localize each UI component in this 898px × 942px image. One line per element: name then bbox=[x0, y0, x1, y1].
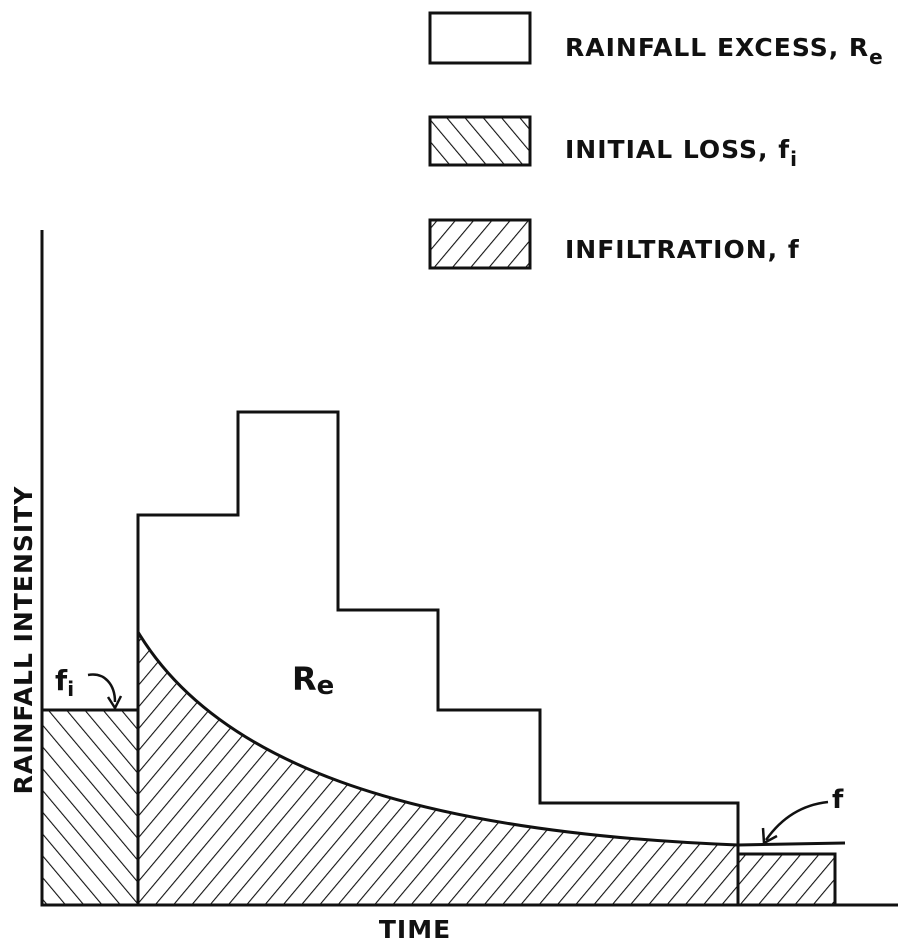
infiltration-area bbox=[136, 626, 740, 907]
legend-subscript: i bbox=[790, 147, 798, 171]
annotation-arrow bbox=[87, 673, 117, 703]
x-axis-label: TIME bbox=[379, 915, 451, 942]
y-axis-label: RAINFALL INTENSITY bbox=[9, 486, 38, 795]
initial-loss-area bbox=[40, 708, 140, 907]
rainfall-hyetograph bbox=[136, 410, 740, 905]
legend-text: INITIAL LOSS, f bbox=[565, 135, 790, 164]
legend-label: RAINFALL EXCESS, Re bbox=[565, 33, 884, 69]
legend-text: RAINFALL EXCESS, R bbox=[565, 33, 869, 62]
annotation-arrow bbox=[764, 800, 829, 841]
annotation-subscript: e bbox=[317, 671, 335, 701]
infiltration-area-end bbox=[736, 852, 837, 907]
annotation-arrowhead bbox=[761, 827, 778, 846]
legend-label: INITIAL LOSS, fi bbox=[565, 135, 798, 171]
annotation-infiltration: f bbox=[832, 785, 844, 815]
annotation-subscript: i bbox=[67, 677, 74, 701]
annotation-arrowhead bbox=[106, 695, 123, 711]
legend-box-initial-loss bbox=[428, 115, 532, 167]
legend-subscript: e bbox=[869, 45, 884, 69]
annotation-excess: Re bbox=[292, 660, 334, 701]
infiltration-line bbox=[737, 841, 846, 847]
annotation-initial-loss: fi bbox=[55, 664, 74, 701]
annotation-text: f bbox=[55, 664, 68, 697]
legend-box-infiltration bbox=[428, 218, 532, 270]
legend-label: INFILTRATION, f bbox=[565, 235, 800, 264]
legend-box-excess bbox=[428, 11, 532, 65]
annotation-text: R bbox=[292, 660, 317, 698]
